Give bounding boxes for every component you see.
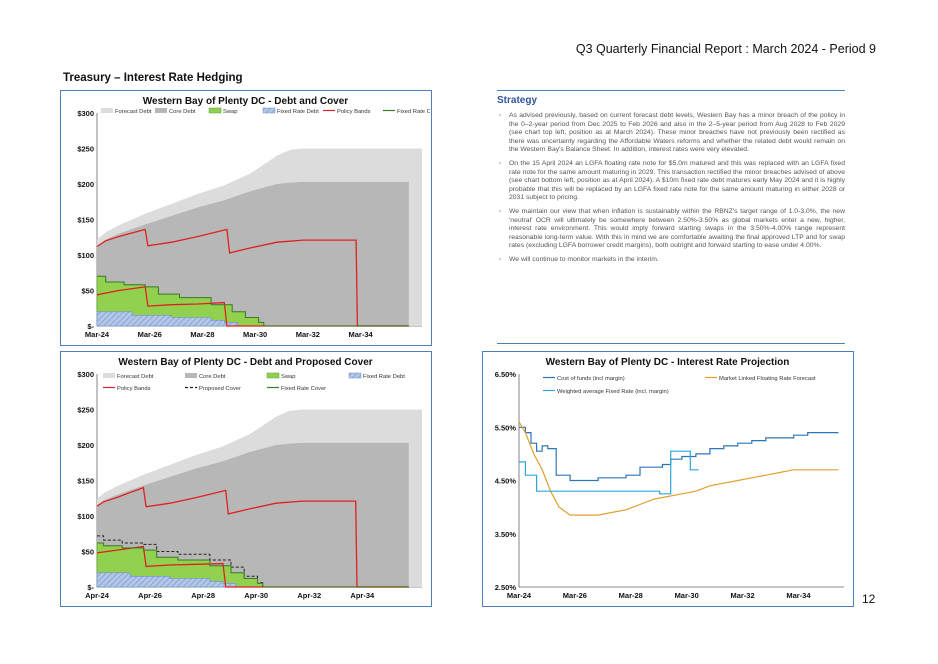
y-tick-label: $250 <box>77 145 94 154</box>
legend-label-fixed-rate-cover: Fixed Rate Cover <box>397 109 430 115</box>
legend-label-policy-bands: Policy Bands <box>337 109 371 115</box>
strategy-bullet: On the 15 April 2024 an LGFA floating ra… <box>497 160 845 203</box>
x-tick-label: Apr-32 <box>297 591 321 600</box>
strategy-bullet: As advised previously, based on current … <box>497 112 845 155</box>
strategy-bullet: We maintain our view that when inflation… <box>497 208 845 251</box>
chart-title: Western Bay of Plenty DC - Interest Rate… <box>546 357 790 368</box>
y-tick-label: $300 <box>77 109 94 118</box>
y-tick-label: $- <box>87 322 94 331</box>
section-title: Treasury – Interest Rate Hedging <box>63 72 243 84</box>
legend-label-core-debt: Core Debt <box>169 109 196 115</box>
y-tick-label: 6.50% <box>495 370 517 379</box>
interest-rate-projection-chart: Western Bay of Plenty DC - Interest Rate… <box>495 357 844 600</box>
series-fixed-rate-cover <box>97 275 409 327</box>
x-tick-label: Apr-26 <box>138 591 162 600</box>
legend-label-swap: Swap <box>223 109 238 115</box>
y-tick-label: $100 <box>77 512 94 521</box>
legend-label-market-linked-floating-rate-forecast: Market Linked Floating Rate Forecast <box>719 376 816 382</box>
series-policy-bands <box>96 228 409 327</box>
debt-cover-chart-panel: Western Bay of Plenty DC - Debt and Cove… <box>60 90 432 346</box>
y-tick-label: $200 <box>77 180 94 189</box>
legend-swatch-fixed-rate-debt <box>262 107 276 114</box>
y-tick-label: $- <box>87 583 94 592</box>
x-tick-label: Apr-28 <box>191 591 215 600</box>
y-tick-label: $200 <box>77 441 94 450</box>
y-tick-label: $250 <box>77 406 94 415</box>
legend-label-fixed-rate-cover: Fixed Rate Cover <box>281 386 326 392</box>
legend-label-forecast-debt: Forecast Debt <box>115 109 152 115</box>
legend-label-core-debt: Core Debt <box>199 374 226 380</box>
legend-label-policy-bands: Policy Bands <box>117 386 151 392</box>
y-tick-label: $150 <box>77 477 94 486</box>
y-tick-label: $150 <box>77 216 94 225</box>
strategy-bullet-list: As advised previously, based on current … <box>497 112 845 265</box>
series-core-debt <box>97 181 409 326</box>
legend-label-proposed-cover: Proposed Cover <box>199 386 241 392</box>
y-tick-label: $300 <box>77 370 94 379</box>
legend-label-cost-of-funds-incl-margin: Cost of funds (incl margin) <box>557 376 625 382</box>
strategy-bottom-rule <box>497 343 845 344</box>
x-tick-label: Apr-30 <box>244 591 268 600</box>
y-tick-label: 5.50% <box>495 423 517 432</box>
debt-cover-chart: Western Bay of Plenty DC - Debt and Cove… <box>77 96 430 339</box>
strategy-section: Strategy As advised previously, based on… <box>497 90 845 344</box>
legend-label-weighted-average-fixed-rate-incl-margin: Weighted average Fixed Rate (incl. margi… <box>557 389 669 395</box>
series-cost-of-funds-incl-margin <box>519 426 839 482</box>
series-weighted-average-fixed-rate-incl-margin <box>519 450 699 495</box>
x-tick-label: Mar-30 <box>675 591 699 600</box>
series-proposed-cover <box>97 535 409 588</box>
y-tick-label: 4.50% <box>495 477 517 486</box>
series-policy-bands-lower <box>96 286 409 327</box>
x-tick-label: Mar-34 <box>348 330 373 339</box>
legend-swatch-swap <box>208 107 222 114</box>
y-tick-label: $100 <box>77 251 94 260</box>
series-core-debt <box>97 442 409 587</box>
legend-swatch-forecast-debt <box>103 373 115 378</box>
series-policy-bands <box>96 486 409 588</box>
x-tick-label: Apr-24 <box>85 591 110 600</box>
debt-proposed-cover-chart-panel: Western Bay of Plenty DC - Debt and Prop… <box>60 351 432 607</box>
page-number: 12 <box>862 592 876 606</box>
interest-rate-projection-chart-panel: Western Bay of Plenty DC - Interest Rate… <box>482 351 854 607</box>
y-tick-label: 3.50% <box>495 530 517 539</box>
legend-label-swap: Swap <box>281 374 296 380</box>
debt-proposed-cover-chart: Western Bay of Plenty DC - Debt and Prop… <box>77 357 422 600</box>
legend-swatch-core-debt <box>155 108 167 113</box>
legend-swatch-fixed-rate-debt <box>348 372 362 379</box>
strategy-bullet: We will continue to monitor markets in t… <box>497 256 845 265</box>
x-tick-label: Mar-32 <box>296 330 320 339</box>
y-tick-label: 2.50% <box>495 583 517 592</box>
x-tick-label: Mar-30 <box>243 330 267 339</box>
legend-label-forecast-debt: Forecast Debt <box>117 374 154 380</box>
y-tick-label: $50 <box>81 548 94 557</box>
legend-swatch-core-debt <box>185 373 197 378</box>
y-tick-label: $50 <box>81 287 94 296</box>
series-fixed-rate-cover <box>97 542 409 588</box>
x-tick-label: Mar-28 <box>190 330 214 339</box>
legend-label-fixed-rate-debt: Fixed Rate Debt <box>363 374 405 380</box>
chart-title: Western Bay of Plenty DC - Debt and Prop… <box>118 357 372 368</box>
x-tick-label: Mar-28 <box>619 591 643 600</box>
chart-title: Western Bay of Plenty DC - Debt and Cove… <box>143 96 349 107</box>
legend-swatch-forecast-debt <box>101 108 113 113</box>
strategy-title: Strategy <box>497 90 845 106</box>
x-tick-label: Mar-26 <box>138 330 162 339</box>
report-header: Q3 Quarterly Financial Report : March 20… <box>575 42 876 56</box>
series-policy-bands-lower <box>96 545 409 588</box>
x-tick-label: Mar-34 <box>786 591 811 600</box>
legend-label-fixed-rate-debt: Fixed Rate Debt <box>277 109 319 115</box>
series-market-linked-floating-rate-forecast <box>518 421 839 516</box>
x-tick-label: Mar-26 <box>563 591 587 600</box>
x-tick-label: Apr-34 <box>350 591 375 600</box>
x-tick-label: Mar-32 <box>730 591 754 600</box>
x-tick-label: Mar-24 <box>507 591 532 600</box>
legend-swatch-swap <box>266 372 280 379</box>
x-tick-label: Mar-24 <box>85 330 110 339</box>
